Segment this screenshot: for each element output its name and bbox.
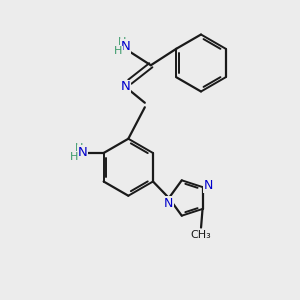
Text: N: N — [78, 146, 88, 159]
Text: N: N — [120, 40, 130, 53]
Text: N: N — [203, 179, 213, 192]
Text: H: H — [114, 46, 122, 56]
Text: H: H — [74, 142, 83, 153]
Text: N: N — [164, 197, 174, 210]
Text: H: H — [118, 37, 127, 47]
Text: CH₃: CH₃ — [191, 230, 212, 240]
Text: H: H — [70, 152, 79, 163]
Text: N: N — [121, 80, 131, 93]
